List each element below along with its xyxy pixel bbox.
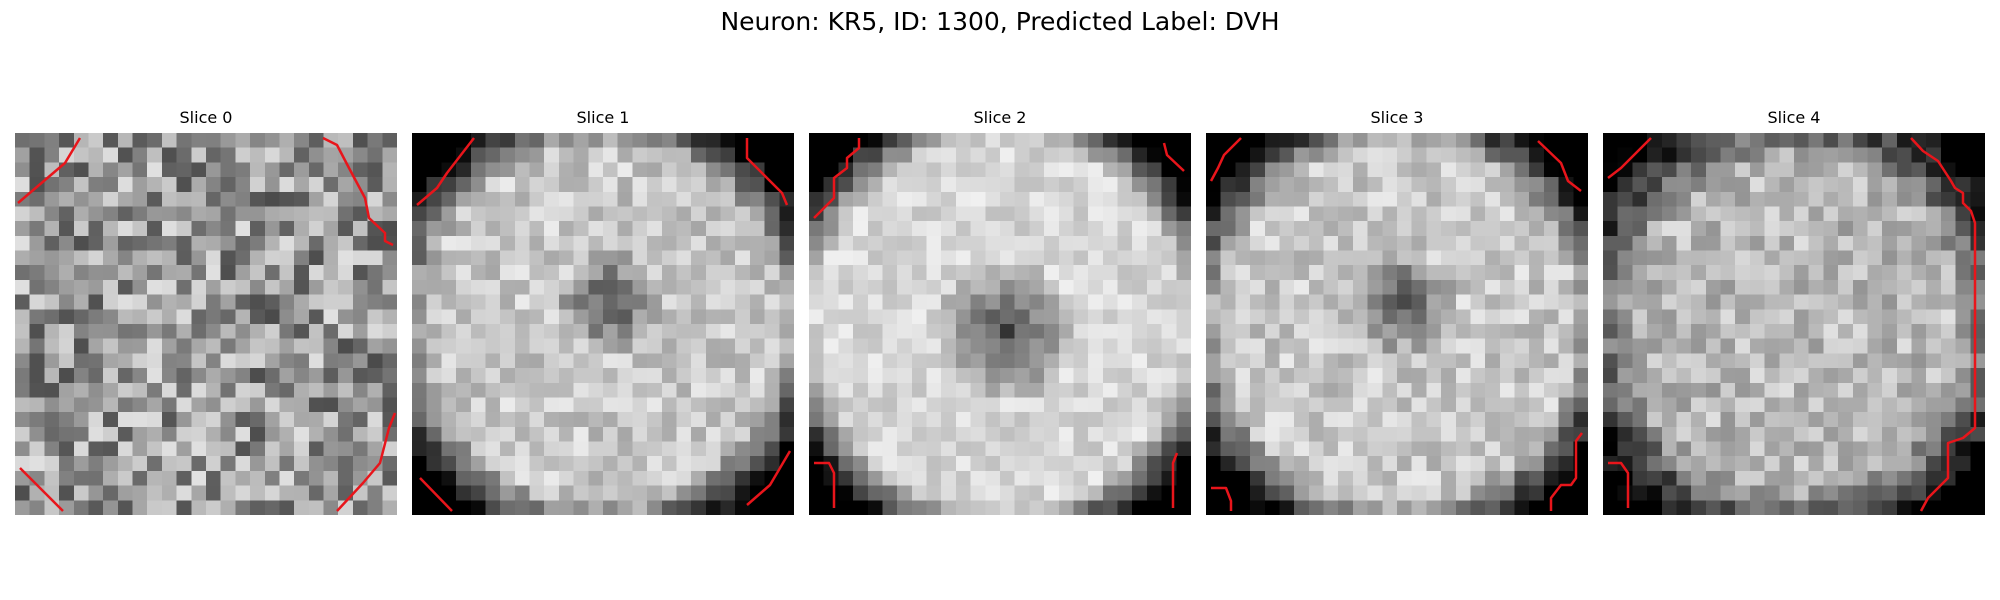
slice-1-title: Slice 1 (576, 108, 630, 127)
slice-4-pixels (1603, 133, 1985, 515)
contour-line (1910, 137, 1977, 512)
contour-line (1211, 486, 1233, 511)
slice-2-contour-overlay (813, 138, 1185, 508)
contour-line (1171, 452, 1179, 508)
contour-line (19, 467, 64, 512)
contour-line (814, 461, 836, 508)
contour-line (1607, 137, 1652, 179)
slice-1-contour-overlay (416, 137, 792, 512)
slice-4-title: Slice 4 (1767, 108, 1821, 127)
contour-line (1537, 140, 1582, 192)
figure-title: Neuron: KR5, ID: 1300, Predicted Label: … (720, 7, 1280, 36)
slice-3-title: Slice 3 (1370, 108, 1424, 127)
contour-line (17, 137, 82, 204)
contour-line (416, 137, 475, 206)
contour-line (746, 450, 792, 506)
slice-0-pixels (15, 133, 397, 515)
slice-4-contour-overlay (1607, 137, 1977, 512)
slice-2-pixels (809, 133, 1191, 515)
contour-line (336, 412, 397, 512)
slice-0-contour-overlay (17, 136, 397, 512)
contour-line (1209, 137, 1242, 182)
slice-2-title: Slice 2 (973, 108, 1027, 127)
slice-0-title: Slice 0 (179, 108, 233, 127)
slice-2-image (809, 133, 1191, 515)
contour-line (419, 477, 453, 512)
contour-line (813, 138, 861, 219)
slice-3-contour-overlay (1209, 137, 1583, 511)
slice-3-image (1206, 133, 1588, 515)
contour-line (1162, 142, 1185, 172)
slice-3-pixels (1206, 133, 1588, 515)
contour-line (322, 136, 394, 247)
contour-line (1549, 432, 1583, 511)
slice-0-image (15, 133, 397, 515)
slice-1-image (412, 133, 794, 515)
contour-line (745, 138, 789, 206)
slice-4-image (1603, 133, 1985, 515)
slice-1-pixels (412, 133, 794, 515)
contour-line (1608, 461, 1630, 508)
